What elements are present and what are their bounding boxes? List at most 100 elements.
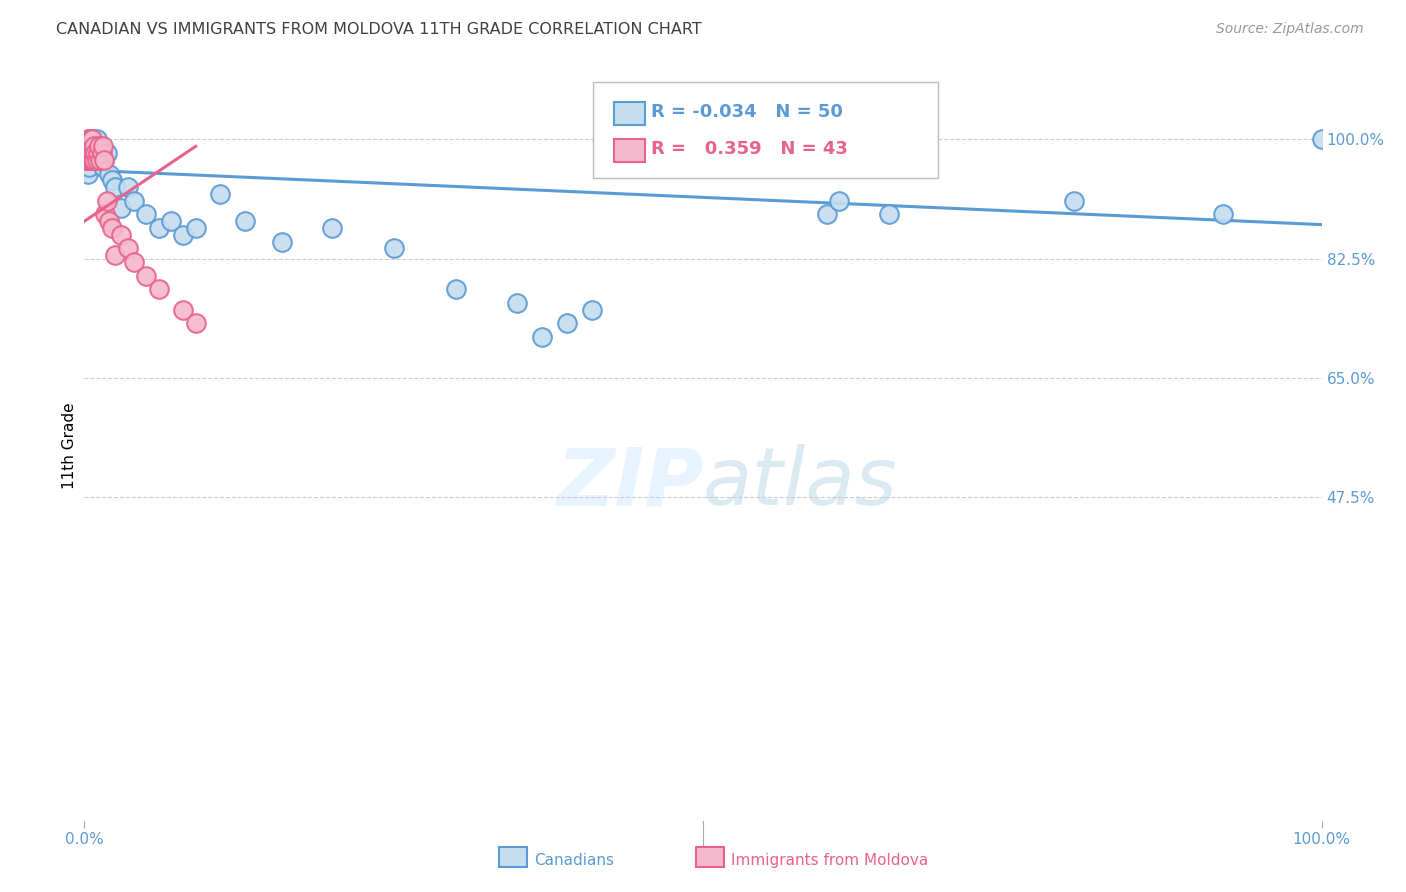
Text: R =   0.359   N = 43: R = 0.359 N = 43: [651, 140, 848, 158]
Point: [90, 146, 112, 161]
Point: [79, 139, 101, 153]
Point: [104, 180, 127, 194]
Point: [148, 221, 170, 235]
Point: [86, 146, 108, 161]
Point: [79, 153, 101, 167]
Point: [79, 132, 101, 146]
Point: [80, 132, 103, 146]
Point: [79, 139, 101, 153]
Point: [172, 302, 194, 317]
Point: [93, 153, 115, 167]
Text: R = -0.034   N = 50: R = -0.034 N = 50: [651, 103, 842, 120]
Point: [555, 317, 578, 331]
Point: [77, 146, 100, 161]
Point: [83, 132, 105, 146]
Point: [117, 180, 139, 194]
Point: [83, 139, 105, 153]
Point: [100, 221, 122, 235]
Y-axis label: 11th Grade: 11th Grade: [62, 402, 77, 490]
Point: [79, 153, 101, 167]
Point: [172, 227, 194, 242]
Point: [96, 146, 118, 161]
Point: [135, 268, 157, 283]
Point: [80, 146, 103, 161]
Point: [321, 221, 343, 235]
Point: [581, 302, 603, 317]
Point: [104, 248, 127, 262]
Text: atlas: atlas: [703, 444, 898, 523]
Point: [82, 153, 104, 167]
Point: [122, 194, 145, 208]
Point: [75, 153, 97, 167]
Point: [86, 153, 108, 167]
Point: [76, 146, 98, 161]
Point: [110, 201, 132, 215]
Point: [89, 139, 111, 153]
Point: [506, 296, 529, 310]
Point: [160, 214, 183, 228]
Point: [77, 139, 100, 153]
Text: CANADIAN VS IMMIGRANTS FROM MOLDOVA 11TH GRADE CORRELATION CHART: CANADIAN VS IMMIGRANTS FROM MOLDOVA 11TH…: [56, 22, 702, 37]
Point: [1310, 132, 1333, 146]
Point: [444, 282, 467, 296]
Point: [382, 242, 405, 256]
Point: [80, 132, 103, 146]
Point: [98, 214, 121, 228]
Point: [76, 139, 98, 153]
Point: [1212, 207, 1234, 221]
Point: [184, 317, 207, 331]
Point: [77, 153, 100, 167]
Point: [96, 194, 118, 208]
Point: [86, 132, 108, 146]
Point: [93, 153, 115, 167]
Point: [89, 146, 111, 161]
Text: ZIP: ZIP: [555, 444, 703, 523]
Point: [271, 235, 294, 249]
Point: [82, 146, 104, 161]
Text: Source: ZipAtlas.com: Source: ZipAtlas.com: [1216, 22, 1364, 37]
Point: [94, 207, 117, 221]
Point: [84, 153, 107, 167]
Point: [87, 146, 110, 161]
Point: [148, 282, 170, 296]
Point: [76, 153, 98, 167]
Point: [82, 153, 104, 167]
Point: [828, 194, 851, 208]
Point: [122, 255, 145, 269]
Point: [91, 139, 114, 153]
Point: [84, 146, 107, 161]
Point: [89, 153, 111, 167]
Point: [98, 167, 121, 181]
Point: [79, 139, 101, 153]
Point: [79, 146, 101, 161]
Point: [815, 207, 838, 221]
Text: Immigrants from Moldova: Immigrants from Moldova: [731, 853, 928, 868]
Point: [77, 132, 100, 146]
Point: [184, 221, 207, 235]
Point: [79, 132, 101, 146]
Point: [90, 153, 112, 167]
Point: [76, 153, 98, 167]
Point: [110, 227, 132, 242]
Point: [233, 214, 256, 228]
Point: [91, 160, 114, 174]
Point: [135, 207, 157, 221]
Point: [83, 146, 105, 161]
Point: [82, 139, 104, 153]
Point: [877, 207, 900, 221]
Point: [77, 146, 100, 161]
Point: [89, 153, 111, 167]
Point: [100, 173, 122, 187]
Point: [80, 146, 103, 161]
Point: [83, 153, 105, 167]
Point: [75, 146, 97, 161]
Point: [79, 153, 101, 167]
Point: [531, 330, 554, 344]
Point: [79, 146, 101, 161]
Point: [117, 242, 139, 256]
Point: [79, 160, 101, 174]
Point: [1063, 194, 1085, 208]
Text: Canadians: Canadians: [534, 853, 614, 868]
Point: [80, 153, 103, 167]
Point: [87, 139, 110, 153]
